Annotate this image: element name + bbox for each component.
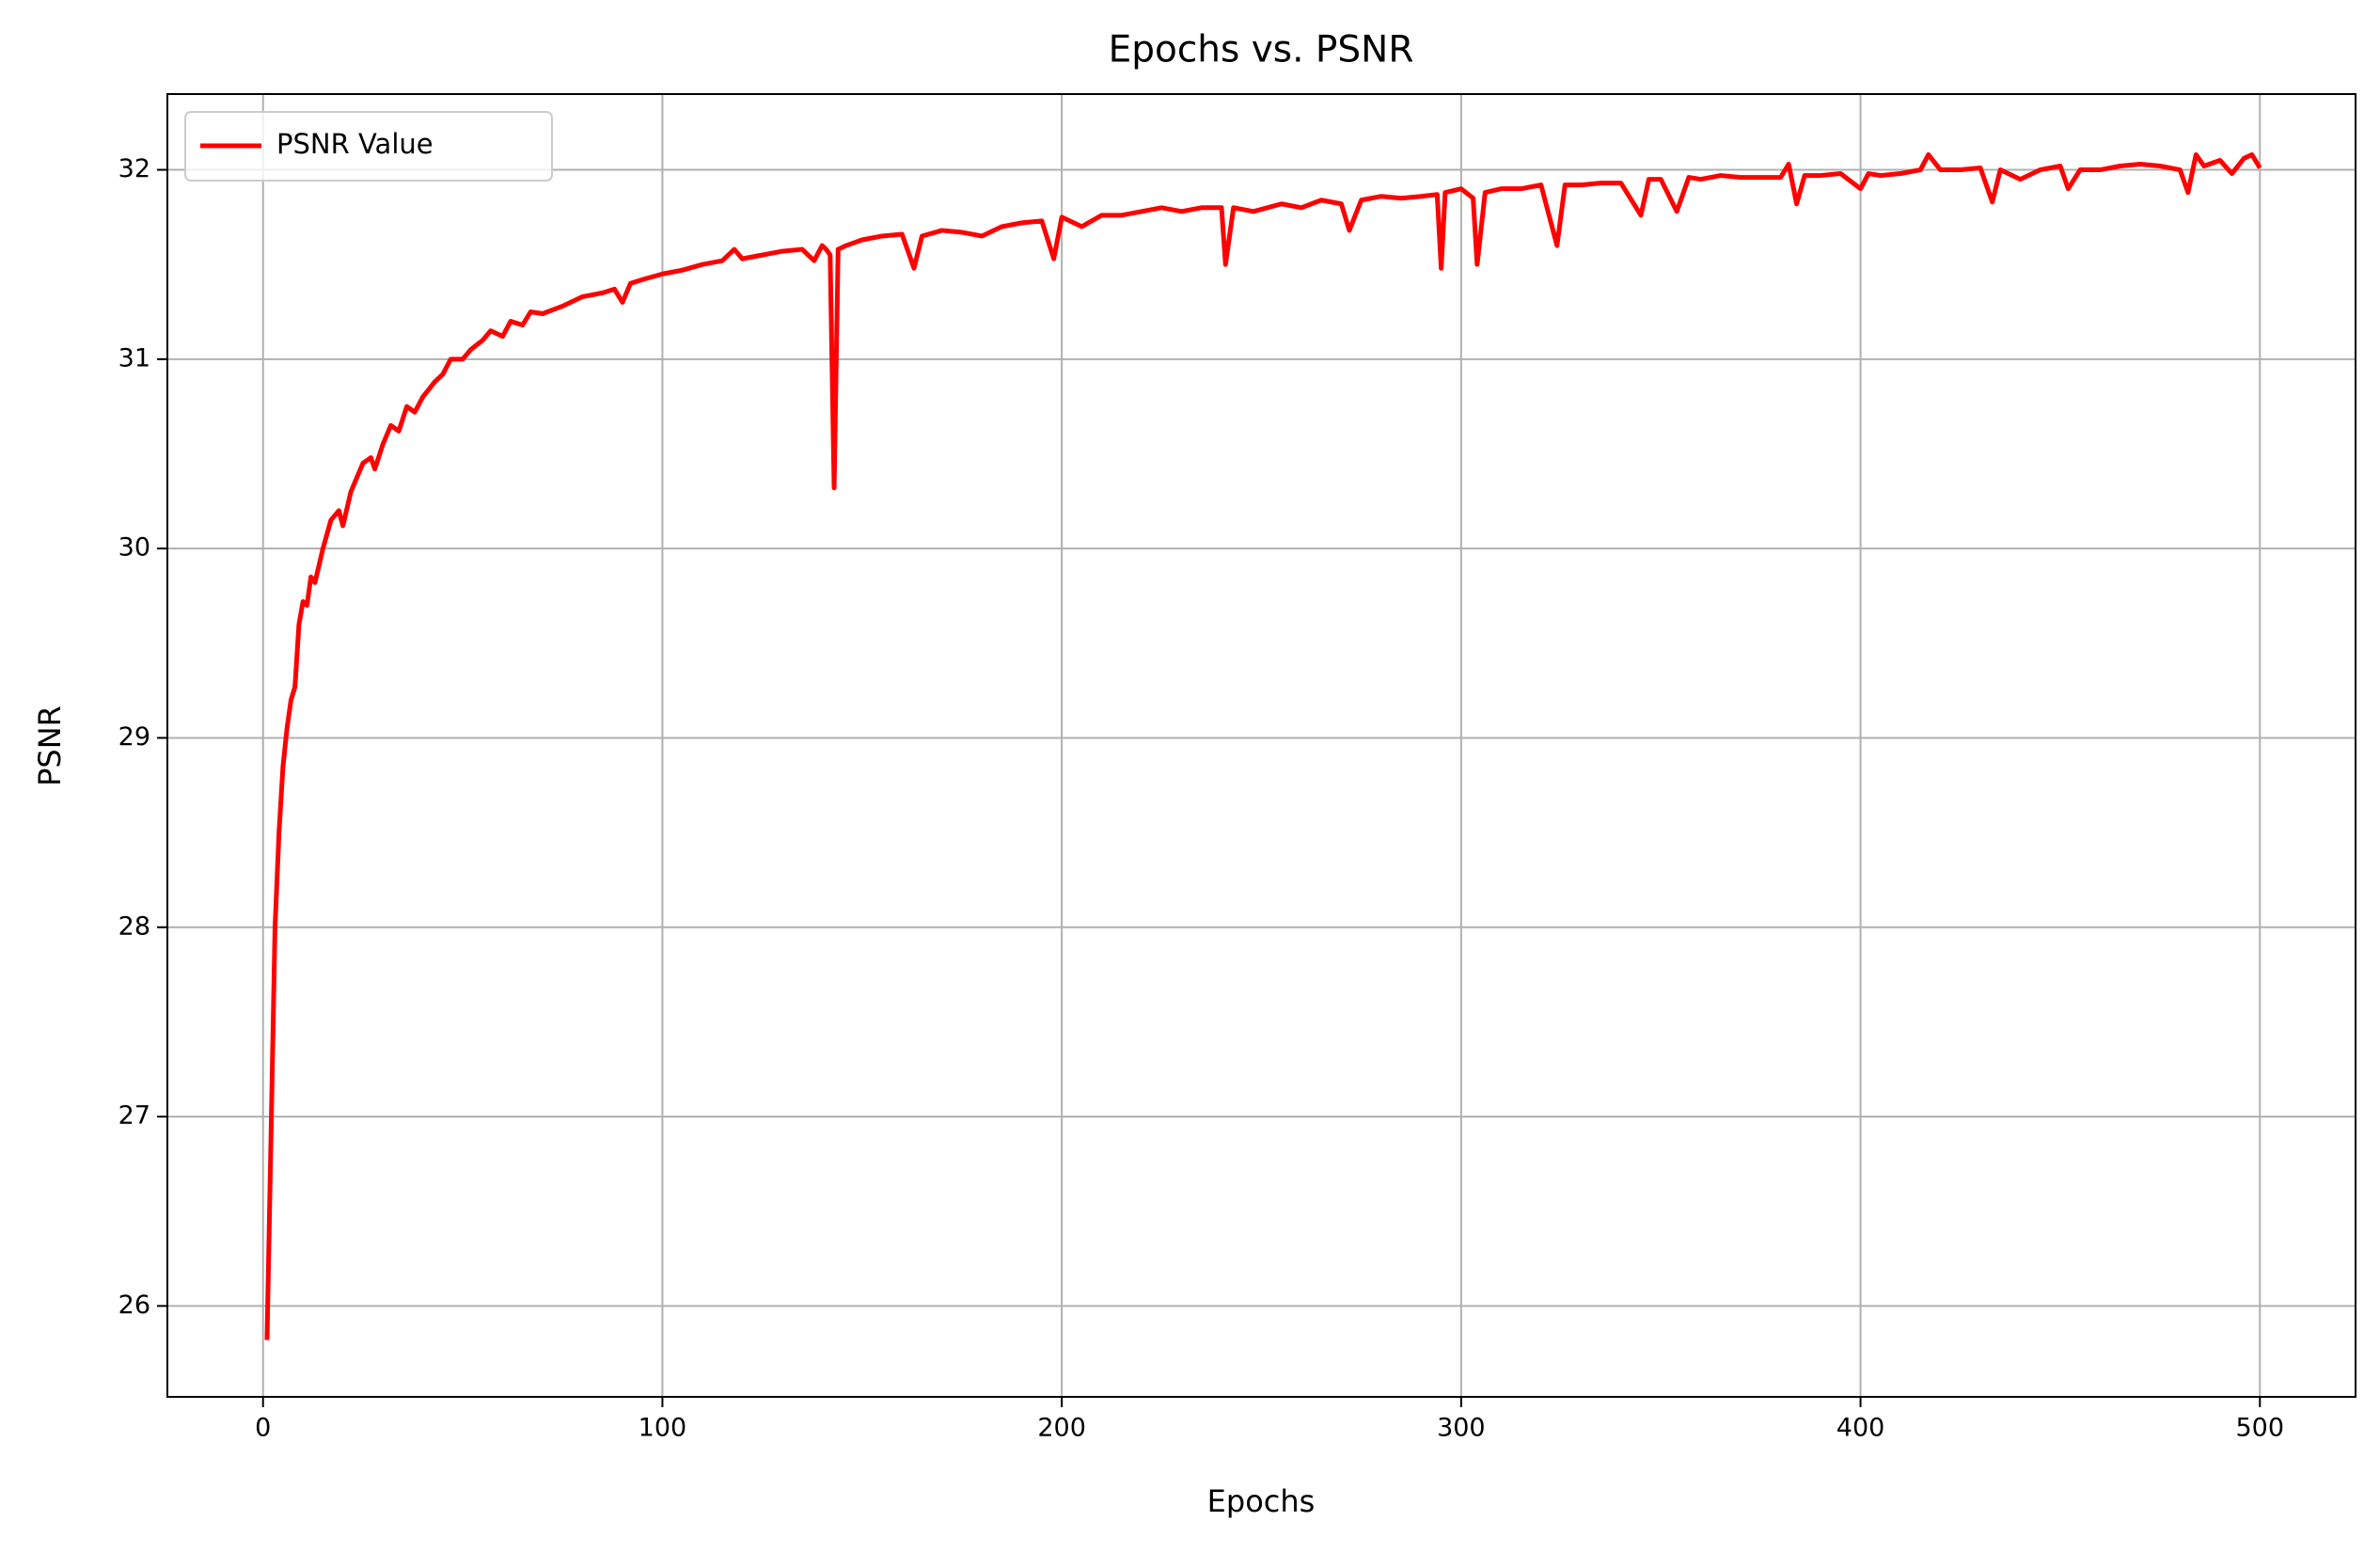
y-tick-label: 26 — [118, 1291, 150, 1320]
y-tick-label: 27 — [118, 1101, 150, 1131]
x-tick-label: 200 — [1037, 1414, 1086, 1443]
x-tick-label: 0 — [255, 1414, 271, 1443]
plot-frame — [166, 93, 2356, 1398]
x-tick-label: 300 — [1437, 1414, 1486, 1443]
y-tick-label: 29 — [118, 722, 150, 752]
x-tick-label: 500 — [2236, 1414, 2285, 1443]
legend-label: PSNR Value — [276, 128, 433, 160]
chart-title: Epochs vs. PSNR — [1109, 29, 1414, 71]
y-axis-label: PSNR — [32, 705, 68, 786]
y-tick-label: 28 — [118, 911, 150, 941]
x-tick-label: 400 — [1836, 1414, 1885, 1443]
y-tick-label: 32 — [118, 154, 150, 183]
legend: PSNR Value — [184, 111, 553, 182]
data-line — [264, 151, 2262, 1340]
y-tick-label: 30 — [118, 533, 150, 563]
y-tick-label: 31 — [118, 343, 150, 372]
legend-box — [184, 111, 553, 182]
x-tick-label: 100 — [638, 1414, 687, 1443]
x-axis-label: Epochs — [1207, 1483, 1316, 1519]
